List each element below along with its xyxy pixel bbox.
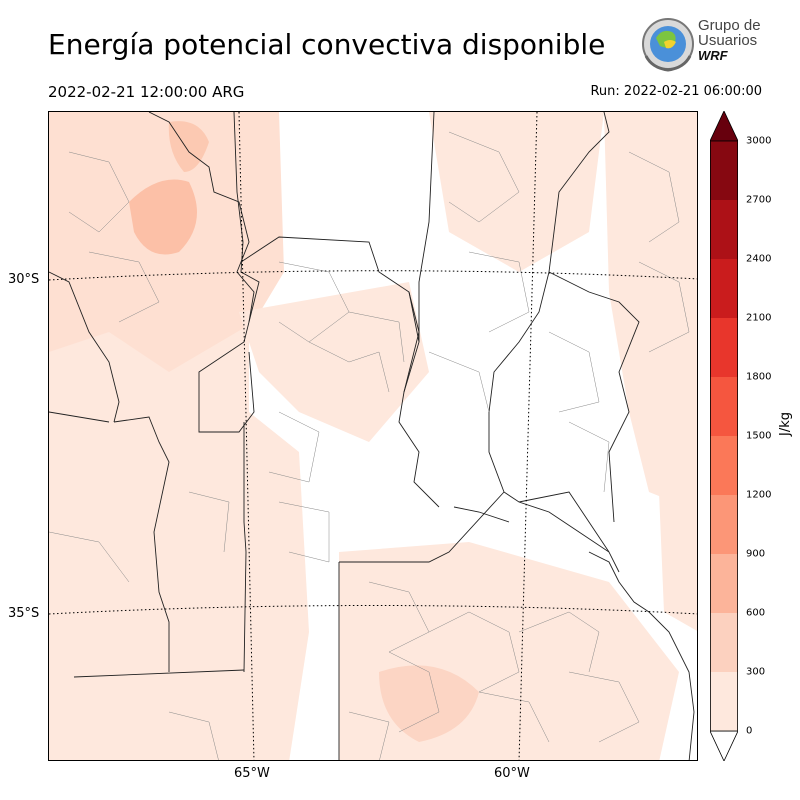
colorbar-tick-label: 1200 [746,489,772,501]
colorbar-segment [710,495,738,554]
province-borders [49,112,695,760]
colorbar-segment [710,672,738,731]
colorbar-tick-label: 0 [746,725,753,737]
valid-time: 2022-02-21 12:00:00 ARG [48,83,245,101]
wrf-group-logo: Grupo de Usuarios WRF [638,16,768,74]
globe-logo-icon [642,18,694,72]
colorbar-segment [710,377,738,436]
cape-area-northeast [604,112,697,512]
border-santafe-entrerios [398,291,440,508]
meridian-65w [238,112,255,760]
parallel-30s [49,270,697,281]
meridian-60w [518,112,538,760]
border-corrientes [488,112,610,493]
colorbar-tick-label: 2700 [746,194,772,206]
colorbar-segment [710,613,738,672]
lat-label-30s: 30°S [8,272,40,287]
colorbar-segment [710,259,738,318]
colorbar-tick-label: 1800 [746,371,772,383]
colorbar-tick-label: 2400 [746,253,772,265]
cape-area-center [239,282,429,442]
border-cordoba-sanluis [113,416,170,672]
colorbar-tick-label: 2100 [746,312,772,324]
border-cordoba-south [243,422,247,673]
chart-title: Energía potencial convectiva disponible [48,28,606,61]
colorbar-segment [710,554,738,613]
border-chaco-santafe [418,112,435,342]
colorbar-segment [710,436,738,495]
colorbar-tick-label: 900 [746,548,766,560]
colorbar-tick-label: 300 [746,666,766,678]
colorbar [710,111,738,761]
colorbar-segment [710,318,738,377]
logo-text-line2: Usuarios [698,32,758,49]
border-santiago-cordoba [199,351,255,433]
map-canvas [49,112,697,760]
border-lapampa [73,669,245,678]
colorbar-unit: J/kg [778,412,793,436]
border-uruguay-river [503,491,620,573]
cape-map [48,111,698,761]
cape-area-east-coast [659,473,697,631]
lat-label-35s: 35°S [8,606,40,621]
colorbar-tick-label: 600 [746,607,766,619]
colorbar-extend-min [710,730,738,761]
department-boundaries [49,131,690,760]
colorbar-segment [710,200,738,259]
colorbar-segment [710,141,738,200]
run-time: Run: 2022-02-21 06:00:00 [590,84,762,99]
parallel-35s [49,605,697,615]
colorbar-tick-label: 1500 [746,430,772,442]
graticule [49,112,697,760]
colorbar-frame [710,140,738,732]
border-catamarca-tucuman [148,112,255,323]
colorbar-extend-max [710,111,738,142]
lon-label-65w: 65°W [234,766,270,781]
lon-label-60w: 60°W [494,766,530,781]
border-larioja [49,411,110,423]
colorbar-tick-label: 3000 [746,135,772,147]
colorbar-ticks: 0 300 600 900 1200 1500 1800 2100 2400 2700 3000 [742,111,782,761]
border-uruguay [518,491,610,553]
border-santafe-buenosaires [453,506,510,523]
colorbar-segments [710,111,738,761]
cape-area-south-core [379,665,479,742]
logo-text-line3: WRF [698,48,728,63]
logo-text-line1: Grupo de [698,17,761,34]
cape-core-northwest [129,179,197,255]
border-santiago-west [198,112,260,433]
cape-shading [49,112,697,760]
border-mendoza-sanluis [49,271,120,423]
border-buenospaires-north [339,491,505,563]
cape-area-center-east [429,112,604,272]
border-corrientes-misiones [548,271,640,523]
cape-area-west-central [49,352,309,760]
